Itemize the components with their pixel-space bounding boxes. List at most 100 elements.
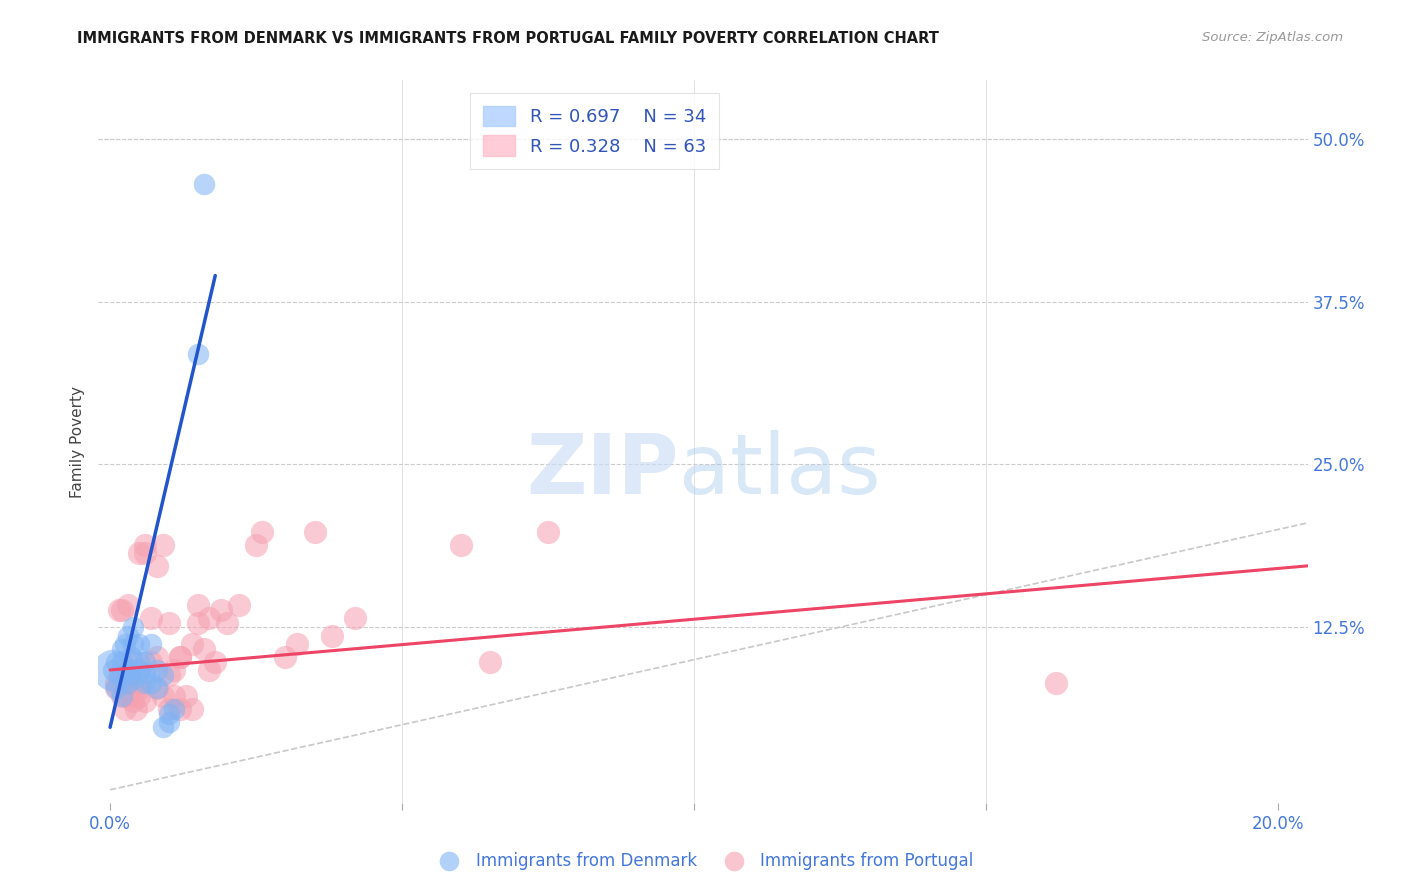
Point xyxy=(134,665,156,680)
Point xyxy=(187,598,209,612)
Point xyxy=(128,637,150,651)
Point xyxy=(321,629,343,643)
Point xyxy=(146,681,169,696)
Point xyxy=(134,546,156,560)
Legend: R = 0.697    N = 34, R = 0.328    N = 63: R = 0.697 N = 34, R = 0.328 N = 63 xyxy=(470,93,718,169)
Point xyxy=(209,603,232,617)
Point xyxy=(128,681,150,696)
Text: ZIP: ZIP xyxy=(526,430,679,511)
Point xyxy=(128,546,150,560)
Point xyxy=(152,689,174,703)
Point xyxy=(250,524,273,539)
Point xyxy=(108,603,131,617)
Point xyxy=(285,637,308,651)
Point xyxy=(215,616,238,631)
Point xyxy=(111,689,134,703)
Point xyxy=(128,663,150,677)
Point xyxy=(117,629,139,643)
Point xyxy=(304,524,326,539)
Point xyxy=(187,346,209,360)
Point xyxy=(157,707,180,722)
Legend: Immigrants from Denmark, Immigrants from Portugal: Immigrants from Denmark, Immigrants from… xyxy=(426,846,980,877)
Point xyxy=(114,676,136,690)
Point xyxy=(169,702,191,716)
Point xyxy=(117,668,139,682)
Point xyxy=(120,655,142,669)
Point xyxy=(114,702,136,716)
Point xyxy=(139,611,162,625)
Point xyxy=(111,655,134,669)
Point xyxy=(274,650,297,665)
Point xyxy=(157,702,180,716)
Point xyxy=(101,663,124,677)
Text: atlas: atlas xyxy=(679,430,880,511)
Point xyxy=(117,676,139,690)
Point xyxy=(122,620,145,634)
Point xyxy=(187,616,209,631)
Point xyxy=(134,676,156,690)
Point xyxy=(111,663,134,677)
Point xyxy=(146,650,169,665)
Point xyxy=(128,676,150,690)
Point xyxy=(104,681,127,696)
Point xyxy=(111,642,134,657)
Point xyxy=(104,681,127,696)
Point xyxy=(146,681,169,696)
Point xyxy=(128,663,150,677)
Point xyxy=(108,668,131,682)
Point xyxy=(122,676,145,690)
Point xyxy=(152,668,174,682)
Point xyxy=(128,689,150,703)
Point xyxy=(163,663,186,677)
Point xyxy=(134,538,156,552)
Text: Source: ZipAtlas.com: Source: ZipAtlas.com xyxy=(1202,31,1343,45)
Point xyxy=(1045,676,1067,690)
Point xyxy=(134,655,156,669)
Point xyxy=(193,178,215,192)
Point xyxy=(117,689,139,703)
Point xyxy=(139,637,162,651)
Point xyxy=(117,598,139,612)
Point xyxy=(198,663,221,677)
Text: IMMIGRANTS FROM DENMARK VS IMMIGRANTS FROM PORTUGAL FAMILY POVERTY CORRELATION C: IMMIGRANTS FROM DENMARK VS IMMIGRANTS FR… xyxy=(77,31,939,46)
Point xyxy=(128,655,150,669)
Point xyxy=(101,663,124,677)
Point xyxy=(204,655,226,669)
Point xyxy=(122,672,145,686)
Point xyxy=(139,655,162,669)
Point xyxy=(122,663,145,677)
Point xyxy=(169,650,191,665)
Point xyxy=(245,538,267,552)
Point xyxy=(450,538,472,552)
Point xyxy=(152,538,174,552)
Point xyxy=(163,689,186,703)
Point xyxy=(111,689,134,703)
Point xyxy=(228,598,250,612)
Point xyxy=(180,637,202,651)
Point xyxy=(146,558,169,573)
Point xyxy=(146,663,169,677)
Point xyxy=(125,702,148,716)
Point xyxy=(114,637,136,651)
Point xyxy=(120,650,142,665)
Point xyxy=(152,720,174,734)
Point xyxy=(169,650,191,665)
Point xyxy=(117,663,139,677)
Point xyxy=(139,676,162,690)
Point xyxy=(157,715,180,730)
Point xyxy=(134,694,156,708)
Point xyxy=(174,689,197,703)
Point xyxy=(198,611,221,625)
Point xyxy=(537,524,560,539)
Point xyxy=(104,655,127,669)
Point xyxy=(122,637,145,651)
Point xyxy=(122,694,145,708)
Point xyxy=(180,702,202,716)
Point xyxy=(344,611,367,625)
Point xyxy=(117,663,139,677)
Point xyxy=(157,616,180,631)
Y-axis label: Family Poverty: Family Poverty xyxy=(69,385,84,498)
Point xyxy=(120,668,142,682)
Point xyxy=(163,702,186,716)
Point xyxy=(104,676,127,690)
